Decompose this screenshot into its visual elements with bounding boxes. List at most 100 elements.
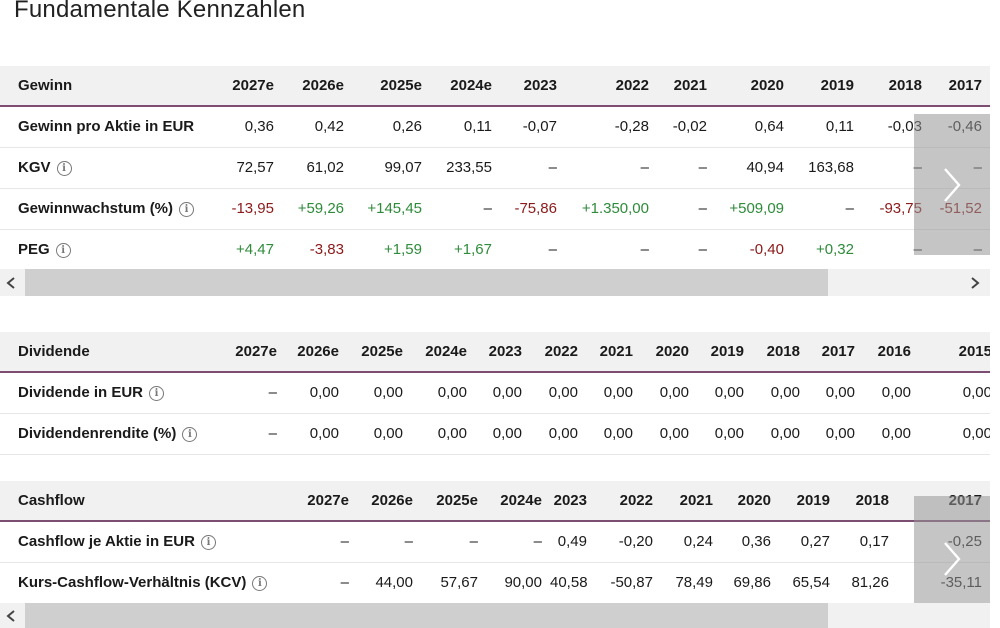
scroll-right-icon[interactable] [964,269,986,296]
value-cell: 0,00 [492,384,522,402]
column-header: 2024e [411,332,475,373]
value-cell: 0,00 [881,425,911,442]
value-cell: – [268,384,277,402]
table-row: Cashflow je Aktie in EUR i – – – –0,49 -0,20 0,… [0,521,990,562]
table-row: Dividendenrendite (%) i – 0,00 0,00 0,00 0,00 0… [0,413,990,454]
info-icon[interactable]: i [149,386,165,402]
value-cell: 0,00 [825,425,855,442]
info-icon[interactable]: i [182,427,198,442]
value-cell: 0,11 [463,118,492,136]
value-cell: 57,67 [440,574,478,591]
column-header: 2018 [862,66,930,107]
value-cell: 233,55 [446,159,492,176]
value-cell: +1.350,00 [581,200,649,217]
row-label: Gewinn pro Aktie in EUR [0,106,212,147]
value-cell: 0,36 [741,533,771,551]
column-header: 2023 [475,332,530,373]
column-header: 2026e [285,332,347,373]
value-cell: 61,02 [306,159,344,176]
column-header: 2025e [352,66,430,107]
gewinn-next-button[interactable] [914,114,990,255]
value-cell: +59,26 [297,200,344,217]
column-header: 2027e [292,481,357,522]
column-header: 2021 [586,332,641,373]
cashflow-table: Cashflow 2027e 2026e 2025e 2024e 2023 2022 2021… [0,481,990,604]
info-icon[interactable]: i [56,161,72,176]
value-cell: – [404,533,413,551]
value-cell: -93,75 [879,200,922,217]
table-row: Gewinnwachstum (%) i -13,95 +59,26 +145,45 – -… [0,188,990,229]
chevron-right-icon [944,542,961,576]
column-header: 2020 [715,66,792,107]
table-row: Gewinn pro Aktie in EUR 0,36 0,42 0,26 0,11 -… [0,106,990,147]
info-icon[interactable]: i [55,243,71,258]
row-label-text: Dividendenrendite (%) [18,425,177,442]
info-icon[interactable]: i [200,535,216,551]
value-cell: 40,94 [746,159,784,176]
value-cell: +509,09 [729,200,784,217]
scroll-left-icon[interactable] [0,603,22,628]
column-header: 2022 [595,481,661,522]
value-cell: – [533,533,542,551]
value-cell: 0,00 [659,384,689,402]
value-cell: -0,28 [614,118,649,136]
cashflow-section: Cashflow 2027e 2026e 2025e 2024e 2023 2022 2021… [0,481,990,604]
value-cell: 0,00 [492,425,522,442]
value-cell: – [845,200,854,217]
column-header: 2017 [930,66,990,107]
info-icon[interactable]: i [252,576,268,591]
row-label-text: PEG [18,241,50,258]
row-label-text: Kurs-Cashflow-Verhältnis (KCV) [18,574,247,591]
scroll-left-icon[interactable] [0,269,22,296]
value-cell: 40,58 [550,574,588,591]
cashflow-header-row: Cashflow 2027e 2026e 2025e 2024e 2023 2022 2021… [0,481,990,522]
value-cell: -0,40 [749,241,784,258]
scrollbar-thumb[interactable] [25,603,828,628]
dividende-header-row: Dividende 2027e 2026e 2025e 2024e 2023 2022 202… [0,332,990,373]
value-cell: – [469,533,478,551]
value-cell: – [548,159,557,176]
row-label-text: Cashflow je Aktie in EUR [18,533,195,551]
value-cell: 0,00 [770,384,800,402]
value-cell: 0,00 [548,425,578,442]
row-label: Dividendenrendite (%) i [0,413,225,454]
column-header: 2027e [212,66,282,107]
column-header: 2022 [530,332,586,373]
value-cell: 0,00 [309,384,339,402]
value-cell: 44,00 [375,574,413,591]
value-cell: 0,49 [557,533,587,551]
row-label-text: Gewinnwachstum (%) [18,200,174,217]
value-cell: 90,00 [504,574,542,591]
cashflow-scrollbar[interactable] [0,603,990,628]
row-label-text: Gewinn pro Aktie in EUR [18,118,195,136]
value-cell: -0,07 [522,118,557,136]
gewinn-table: Gewinn 2027e 2026e 2025e 2024e 2023 2022 2021 20… [0,66,990,271]
scrollbar-thumb[interactable] [25,269,828,296]
value-cell: +0,32 [816,241,854,258]
value-cell: 65,54 [792,574,830,591]
info-icon[interactable]: i [179,202,195,217]
value-cell: – [548,241,557,258]
value-cell: 81,26 [851,574,889,591]
cashflow-next-button[interactable] [914,496,990,622]
gewinn-section-title: Gewinn [0,66,212,107]
column-header: 2020 [721,481,779,522]
value-cell: -3,83 [309,241,344,258]
value-cell: 69,86 [733,574,771,591]
page-title: Fundamentale Kennzahlen [14,0,306,23]
value-cell: – [698,159,707,176]
value-cell: 0,00 [437,425,467,442]
column-header: 2017 [808,332,863,373]
value-cell: 0,00 [825,384,855,402]
gewinn-scrollbar[interactable] [0,269,990,296]
column-header: 2018 [838,481,897,522]
column-header: 2019 [792,66,862,107]
value-cell: 0,00 [603,384,633,402]
row-label: Kurs-Cashflow-Verhältnis (KCV) i [0,562,292,603]
value-cell: 0,00 [770,425,800,442]
value-cell: 0,00 [437,384,467,402]
value-cell: -0,20 [618,533,653,551]
value-cell: -50,87 [610,574,653,591]
value-cell: 0,24 [683,533,713,551]
value-cell: – [640,241,649,258]
